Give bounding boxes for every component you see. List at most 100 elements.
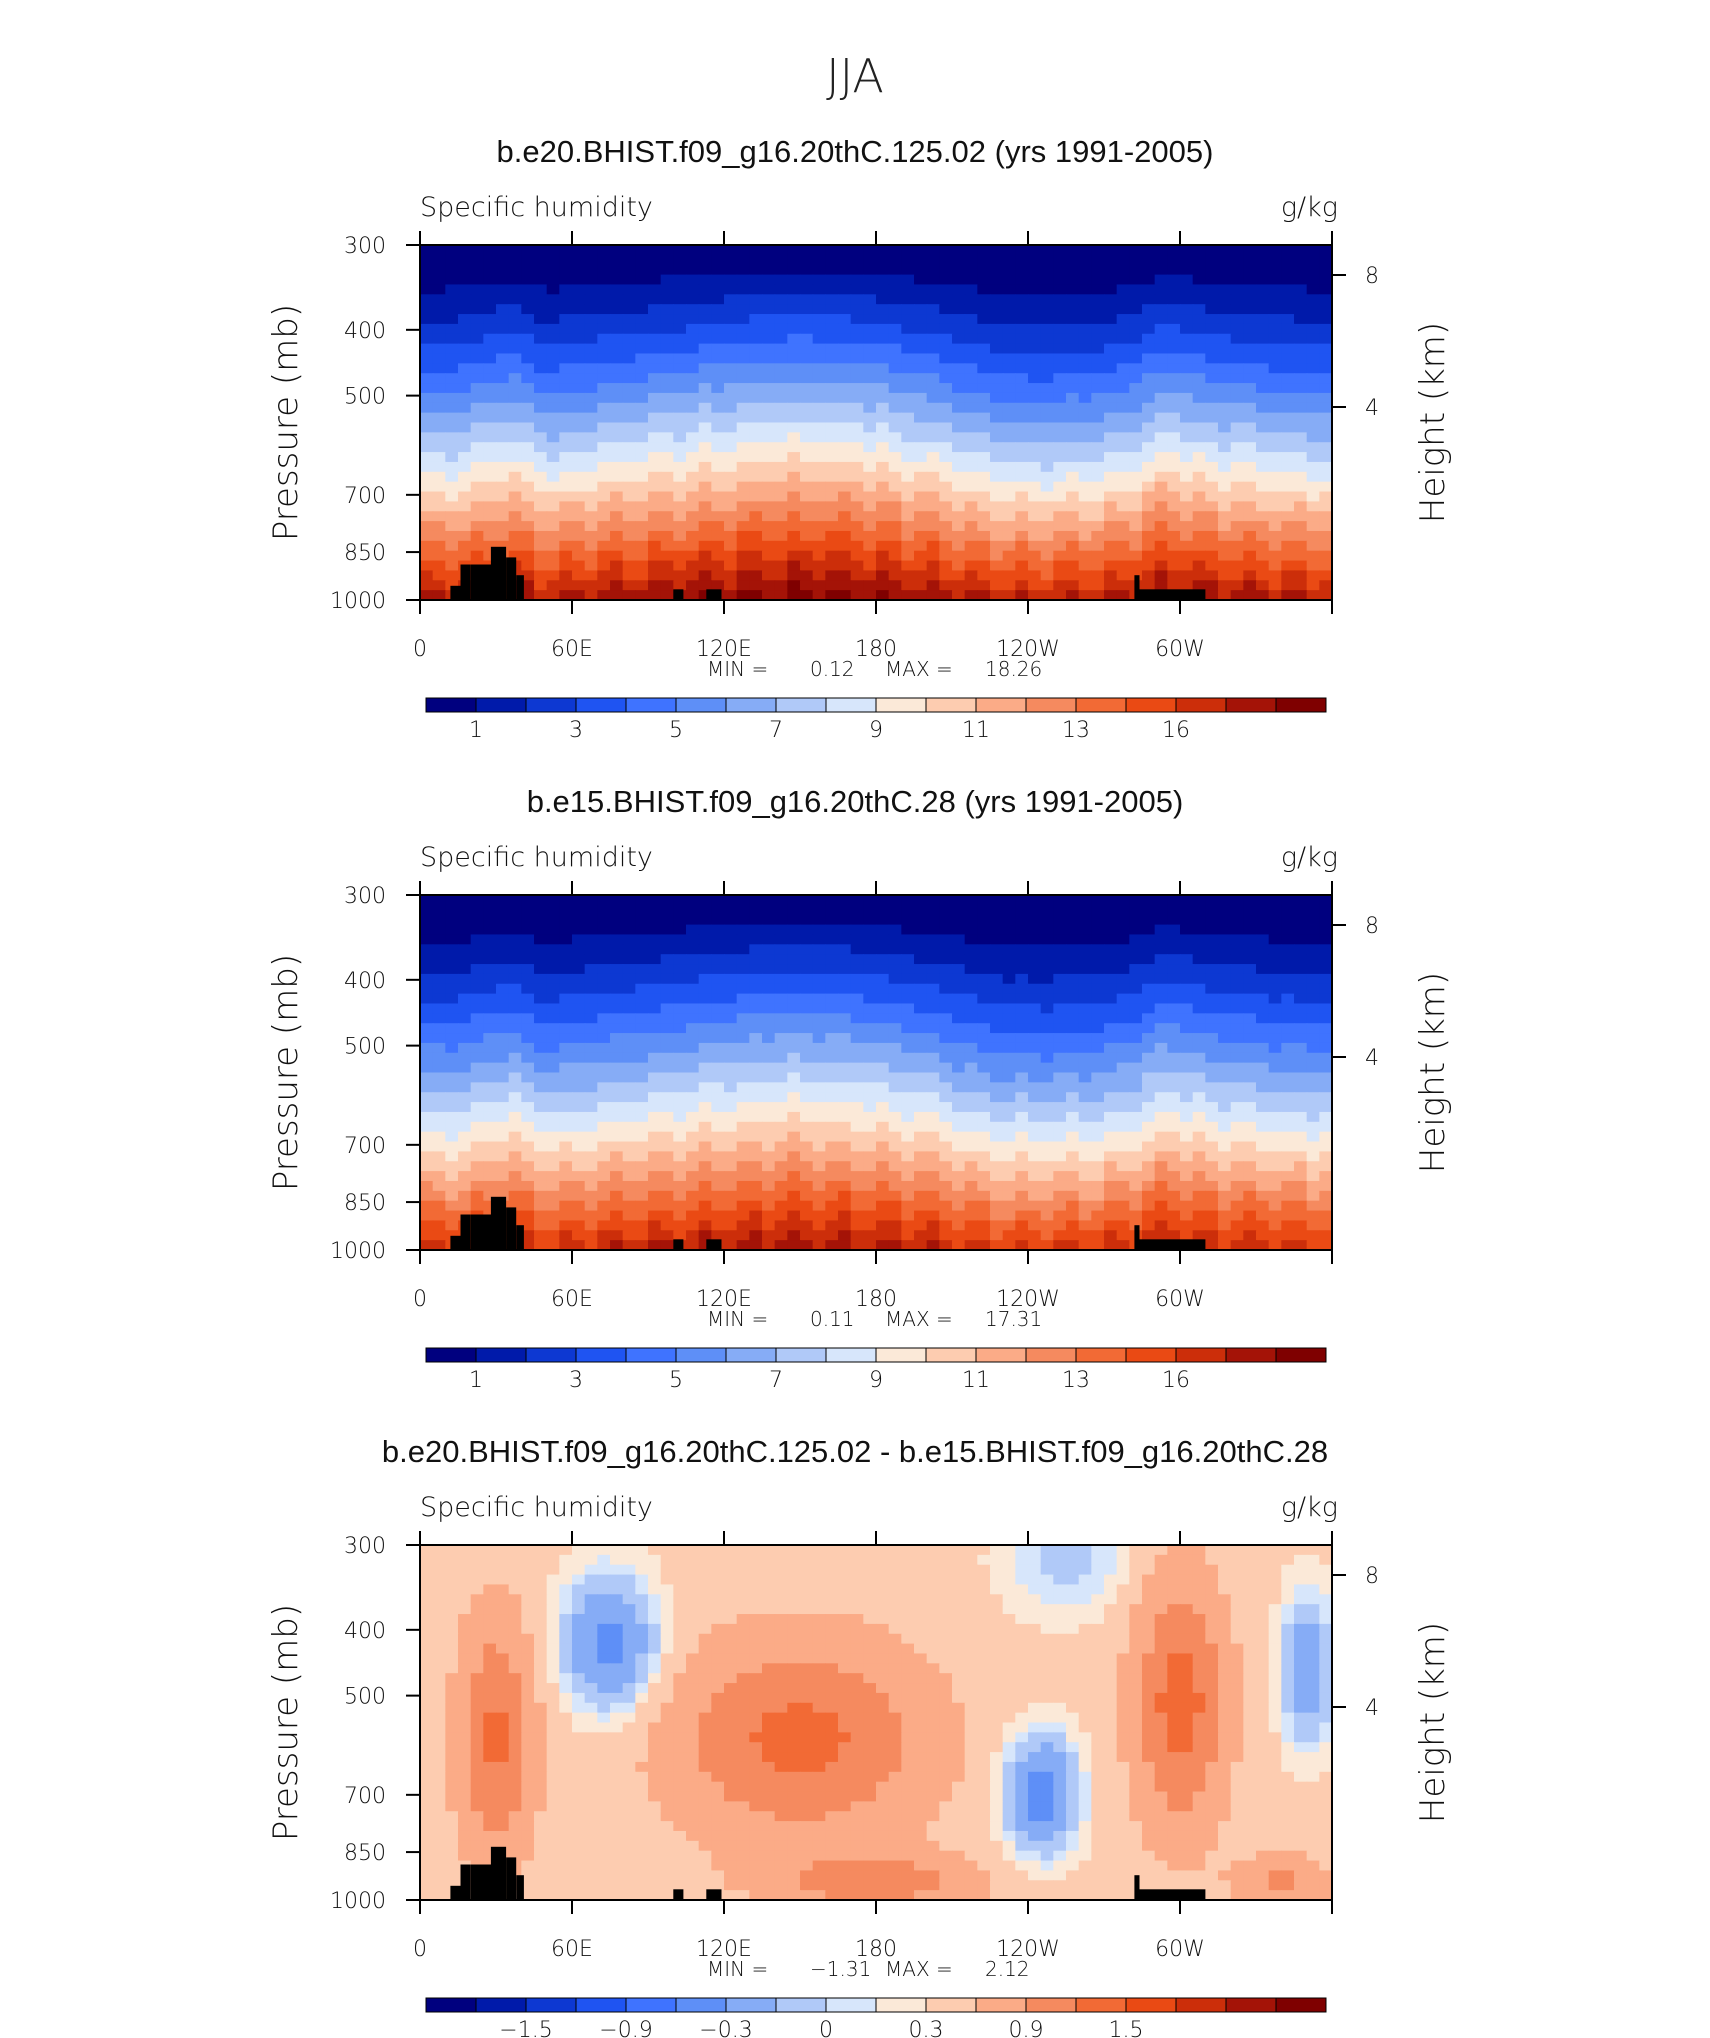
heatmap-cell: [901, 1171, 915, 1182]
heatmap-cell: [825, 254, 839, 266]
heatmap-cell: [926, 924, 940, 936]
heatmap-cell: [812, 471, 826, 483]
heatmap-cell: [1192, 993, 1206, 1005]
heatmap-cell: [546, 442, 560, 453]
y-tick-label: 500: [344, 385, 386, 410]
heatmap-cell: [1243, 323, 1257, 335]
heatmap-cell: [635, 353, 649, 364]
heatmap-cell: [1167, 983, 1181, 995]
heatmap-cell: [1091, 550, 1105, 562]
heatmap-cell: [1243, 1121, 1257, 1133]
heatmap-cell: [1306, 304, 1320, 315]
heatmap-cell: [939, 1200, 953, 1212]
heatmap-cell: [1230, 284, 1244, 295]
heatmap-cell: [470, 954, 484, 965]
heatmap-cell: [1053, 1023, 1067, 1034]
heatmap-cell: [546, 294, 560, 305]
heatmap-cell: [1180, 1072, 1194, 1083]
heatmap-cell: [420, 1092, 434, 1103]
heatmap-cell: [584, 964, 598, 975]
heatmap-cell: [787, 481, 801, 493]
heatmap-cell: [1104, 1052, 1118, 1064]
heatmap-cell: [1078, 570, 1092, 581]
heatmap-cell: [445, 1151, 459, 1162]
heatmap-cell: [1142, 1200, 1156, 1212]
heatmap-cell: [1116, 501, 1130, 512]
heatmap-cell: [964, 1151, 978, 1162]
heatmap-cell: [711, 1171, 725, 1182]
heatmap-cell: [648, 471, 662, 483]
heatmap-cell: [1116, 550, 1130, 562]
heatmap-cell: [1230, 983, 1244, 995]
heatmap-cell: [1015, 254, 1029, 266]
heatmap-cell: [483, 1111, 497, 1123]
heatmap-cell: [698, 1131, 712, 1143]
heatmap-cell: [1218, 1190, 1232, 1202]
heatmap-cell: [1218, 964, 1232, 975]
heatmap-cell: [1028, 245, 1042, 256]
heatmap-cell: [926, 521, 940, 532]
heatmap-cell: [711, 1052, 725, 1064]
heatmap-cell: [534, 481, 548, 493]
x-tick-label: 60W: [1155, 637, 1205, 662]
heatmap-cell: [1028, 1042, 1042, 1054]
heatmap-cell: [1002, 1082, 1016, 1093]
heatmap-cell: [458, 1111, 472, 1123]
heatmap-cell: [812, 442, 826, 453]
heatmap-cell: [939, 471, 953, 483]
heatmap-cell: [483, 1102, 497, 1113]
heatmap-cell: [521, 993, 535, 1005]
heatmap-cell: [445, 402, 459, 414]
heatmap-cell: [1002, 304, 1016, 315]
heatmap-cell: [660, 1052, 674, 1064]
heatmap-cell: [432, 491, 446, 502]
heatmap-cell: [1230, 540, 1244, 552]
heatmap-cell: [952, 1190, 966, 1202]
heatmap-cell: [800, 511, 814, 522]
heatmap-cell: [926, 1151, 940, 1162]
heatmap-cell: [926, 373, 940, 384]
heatmap-cell: [1053, 1003, 1067, 1014]
heatmap-cell: [812, 304, 826, 315]
heatmap-cell: [546, 323, 560, 335]
heatmap-cell: [1116, 983, 1130, 995]
heatmap-cell: [1066, 964, 1080, 975]
heatmap-cell: [1142, 245, 1156, 256]
heatmap-cell: [838, 1180, 852, 1192]
heatmap-cell: [711, 1072, 725, 1083]
heatmap-cell: [964, 1092, 978, 1103]
heatmap-cell: [660, 1033, 674, 1044]
heatmap-cell: [1104, 491, 1118, 502]
heatmap-cell: [1281, 274, 1295, 286]
heatmap-cell: [800, 1131, 814, 1143]
heatmap-cell: [673, 363, 687, 374]
heatmap-cell: [952, 1151, 966, 1162]
heatmap-cell: [1015, 924, 1029, 936]
heatmap-cell: [445, 1171, 459, 1182]
heatmap-cell: [534, 1200, 548, 1212]
heatmap-cell: [914, 1102, 928, 1113]
heatmap-cell: [559, 540, 573, 552]
heatmap-cell: [1281, 944, 1295, 955]
heatmap-cell: [1230, 294, 1244, 305]
heatmap-cell: [1116, 964, 1130, 975]
heatmap-cell: [736, 442, 750, 453]
heatmap-cell: [711, 1200, 725, 1212]
heatmap-cell: [597, 442, 611, 453]
heatmap-cell: [1002, 471, 1016, 483]
heatmap-cell: [724, 254, 738, 266]
heatmap-cell: [1230, 570, 1244, 581]
heatmap-cell: [850, 432, 864, 443]
heatmap-cell: [990, 570, 1004, 581]
heatmap-cell: [1104, 373, 1118, 384]
heatmap-cell: [610, 914, 624, 926]
heatmap-cell: [939, 540, 953, 552]
heatmap-cell: [508, 442, 522, 453]
heatmap-cell: [800, 471, 814, 483]
heatmap-cell: [1116, 264, 1130, 276]
heatmap-cell: [445, 983, 459, 995]
heatmap-cell: [458, 314, 472, 325]
heatmap-cell: [1040, 1023, 1054, 1034]
heatmap-cell: [1129, 964, 1143, 975]
heatmap-cell: [1205, 1131, 1219, 1143]
